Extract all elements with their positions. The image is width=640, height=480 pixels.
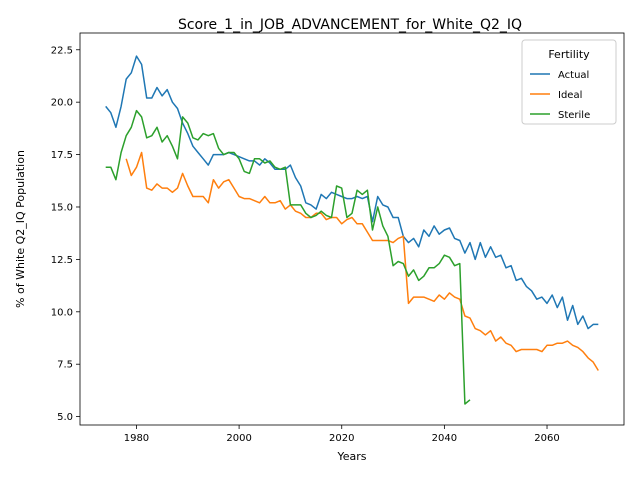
y-tick-label: 10.0 [51,307,73,318]
x-tick-label: 2000 [226,433,251,444]
plot-lines [105,55,599,405]
legend-label-actual: Actual [558,70,589,81]
y-tick-label: 20.0 [51,98,73,109]
y-tick-label: 22.5 [51,45,73,56]
x-axis-label: Years [336,450,366,463]
series-line-ideal [125,151,599,371]
series-line-sterile [105,109,471,405]
y-tick-label: 17.5 [51,150,73,161]
x-tick-label: 1980 [124,433,149,444]
x-tick-label: 2040 [432,433,457,444]
legend-box [521,39,617,125]
series-line-actual [105,55,599,330]
legend: Fertility Actual Ideal Sterile [521,39,617,125]
y-tick-label: 7.5 [57,360,73,371]
y-axis-label: % of White Q2_IQ Population [14,150,27,308]
legend-items: Actual Ideal Sterile [530,70,590,121]
plot-frame [79,32,625,426]
y-axis: 5.0 7.5 10.0 12.5 15.0 17.5 20.0 22.5 [51,45,80,423]
legend-label-sterile: Sterile [558,110,590,121]
y-tick-label: 5.0 [57,412,73,423]
legend-title: Fertility [548,48,590,61]
x-tick-label: 2020 [329,433,354,444]
x-tick-label: 2060 [534,433,559,444]
x-axis: 1980 2000 2020 2040 2060 [124,425,560,444]
y-tick-label: 12.5 [51,255,73,266]
chart-title: Score_1_in_JOB_ADVANCEMENT_for_White_Q2_… [178,17,522,33]
legend-label-ideal: Ideal [558,90,582,101]
y-tick-label: 15.0 [51,202,73,213]
